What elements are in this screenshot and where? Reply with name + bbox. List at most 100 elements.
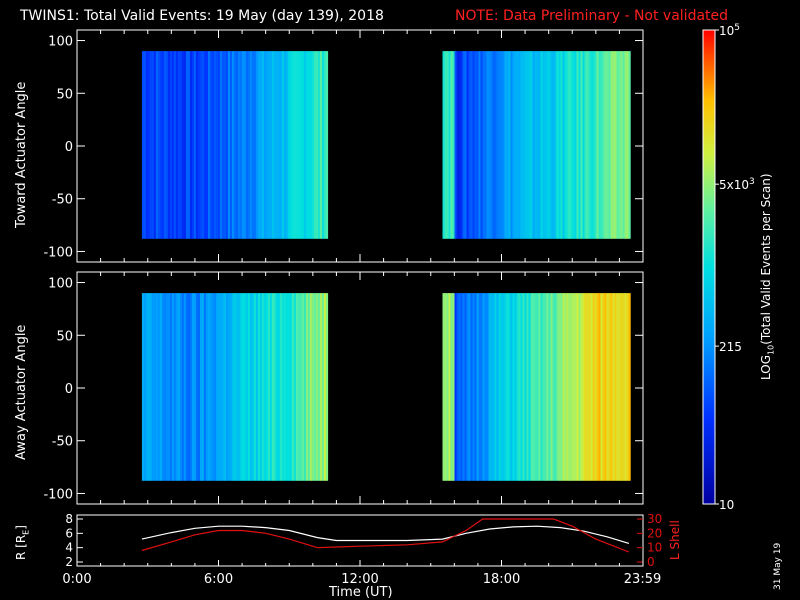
heatmap-column xyxy=(163,293,167,481)
heatmap-column xyxy=(560,293,563,481)
heatmap-column xyxy=(245,51,249,239)
heatmap-column xyxy=(247,51,251,239)
heatmap-column xyxy=(622,51,625,239)
y-tick-label: 50 xyxy=(56,329,73,344)
heatmap-column xyxy=(598,51,601,239)
heatmap-column xyxy=(253,51,257,239)
heatmap-column xyxy=(201,51,205,239)
heatmap-column xyxy=(157,51,161,239)
heatmap-column xyxy=(464,51,467,239)
heatmap-column xyxy=(574,51,577,239)
heatmap-column xyxy=(494,51,497,239)
heatmap-column xyxy=(514,51,517,239)
heatmap-column xyxy=(452,293,455,481)
x-tick-label: 12:00 xyxy=(341,572,378,587)
heatmap-column xyxy=(215,293,219,481)
heatmap-column xyxy=(494,293,497,481)
heatmap-column xyxy=(538,293,541,481)
heatmap-column xyxy=(484,51,487,239)
heatmap-column xyxy=(500,293,503,481)
heatmap-column xyxy=(544,293,547,481)
heatmap-column xyxy=(211,293,215,481)
heatmap-column xyxy=(205,293,209,481)
heatmap-column xyxy=(550,293,553,481)
heatmap-column xyxy=(171,51,175,239)
heatmap-column xyxy=(496,293,499,481)
heatmap-column xyxy=(269,293,273,481)
heatmap-column xyxy=(504,51,507,239)
heatmap-column xyxy=(221,293,225,481)
heatmap-column xyxy=(522,51,525,239)
heatmap-column xyxy=(614,51,617,239)
heatmap-column xyxy=(241,293,245,481)
radius-series-line xyxy=(141,525,630,544)
heatmap-column xyxy=(616,293,619,481)
heatmap-column xyxy=(219,293,223,481)
heatmap-column xyxy=(532,293,535,481)
heatmap-column xyxy=(273,293,277,481)
heatmap-column xyxy=(562,51,565,239)
heatmap-column xyxy=(267,51,271,239)
heatmap-column xyxy=(295,51,299,239)
heatmap-column xyxy=(554,51,557,239)
heatmap-column xyxy=(223,51,227,239)
heatmap-column xyxy=(303,51,307,239)
heatmap-column xyxy=(141,51,145,239)
heatmap-column xyxy=(528,51,531,239)
heatmap-column xyxy=(261,293,265,481)
heatmap-column xyxy=(612,293,615,481)
heatmap-column xyxy=(568,51,571,239)
colorbar-tick-base: 5x10 xyxy=(719,178,749,192)
heatmap-column xyxy=(275,51,279,239)
right-y-tick-label: 0 xyxy=(647,555,655,569)
heatmap-column xyxy=(530,293,533,481)
left-y-tick-label: 4 xyxy=(65,541,73,555)
y-tick-label: 100 xyxy=(48,277,73,292)
heatmap-column xyxy=(588,293,591,481)
heatmap-column xyxy=(153,293,157,481)
heatmap-column xyxy=(586,51,589,239)
heatmap-column xyxy=(291,293,295,481)
heatmap-column xyxy=(492,51,495,239)
heatmap-column xyxy=(323,51,327,239)
heatmap-column xyxy=(281,51,285,239)
heatmap-column xyxy=(566,51,569,239)
heatmap-column xyxy=(452,51,455,239)
heatmap-column xyxy=(279,293,283,481)
heatmap-column xyxy=(552,293,555,481)
heatmap-column xyxy=(225,293,229,481)
heatmap-column xyxy=(624,293,627,481)
colorbar-tick-exponent: 5 xyxy=(734,23,740,33)
heatmap-column xyxy=(237,293,241,481)
heatmap-column xyxy=(199,293,203,481)
heatmap-column xyxy=(580,51,583,239)
heatmap-column xyxy=(173,51,177,239)
colorbar xyxy=(702,29,716,505)
heatmap-column xyxy=(510,293,513,481)
heatmap-column xyxy=(624,51,627,239)
heatmap-column xyxy=(532,51,535,239)
heatmap-column xyxy=(223,293,227,481)
heatmap-column xyxy=(614,293,617,481)
heatmap-column xyxy=(544,51,547,239)
heatmap-column xyxy=(323,293,327,481)
heatmap-column xyxy=(181,51,185,239)
heatmap-column xyxy=(444,293,447,481)
heatmap-column xyxy=(283,51,287,239)
heatmap-column xyxy=(287,293,291,481)
heatmap-column xyxy=(606,51,609,239)
right-y-tick-label: 10 xyxy=(647,541,662,555)
heatmap-column xyxy=(472,51,475,239)
heatmap-column xyxy=(201,293,205,481)
heatmap-column xyxy=(159,293,163,481)
heatmap-column xyxy=(600,293,603,481)
heatmap-column xyxy=(305,51,309,239)
heatmap-column xyxy=(572,51,575,239)
heatmap-column xyxy=(444,51,447,239)
heatmap-column xyxy=(209,51,213,239)
heatmap-column xyxy=(227,293,231,481)
heatmap-column xyxy=(301,51,305,239)
y-tick-label: -50 xyxy=(52,435,73,450)
heatmap-column xyxy=(161,293,165,481)
heatmap-column xyxy=(550,51,553,239)
